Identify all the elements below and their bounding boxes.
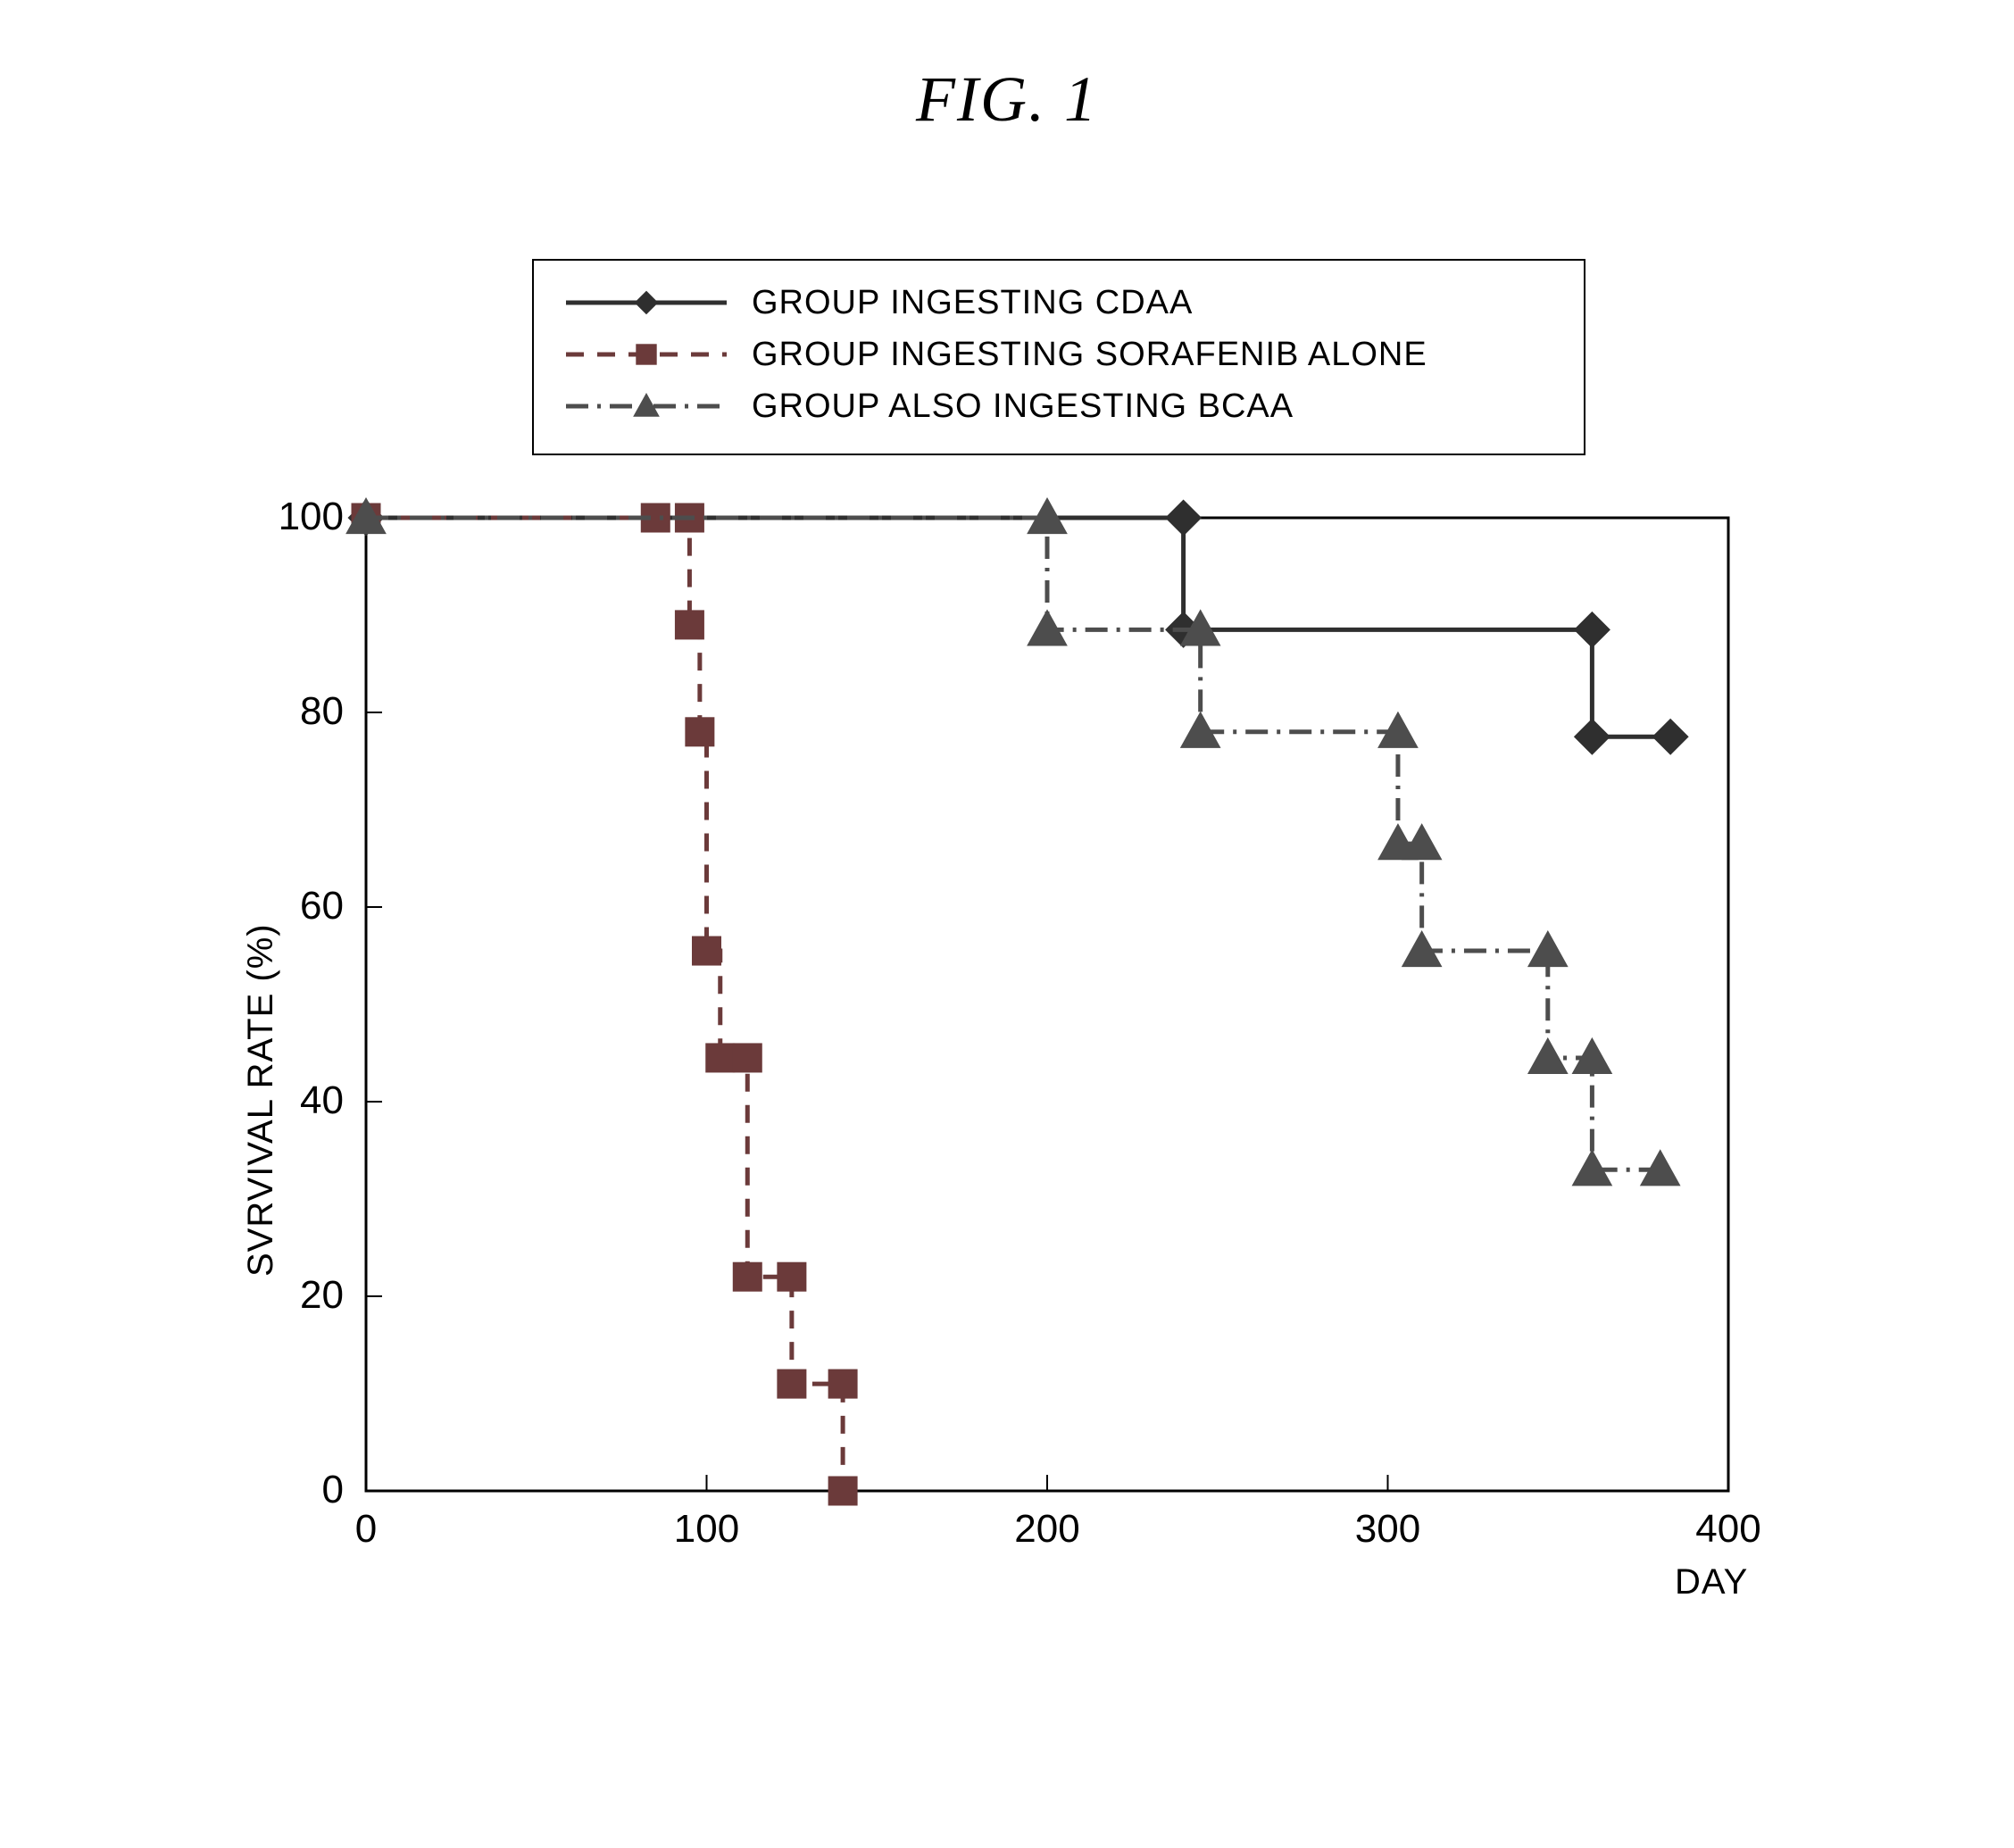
legend-swatch-svg xyxy=(566,337,727,372)
legend-swatch xyxy=(566,388,727,424)
y-tick-label: 0 xyxy=(214,1468,344,1512)
x-tick-label: 400 xyxy=(1675,1507,1782,1552)
y-tick-label: 60 xyxy=(214,884,344,928)
y-tick-label: 20 xyxy=(214,1273,344,1318)
y-tick-label: 100 xyxy=(214,495,344,539)
figure-page: FIG. 1 GROUP INGESTING CDAAGROUP INGESTI… xyxy=(0,0,2014,1848)
legend-item: GROUP ALSO INGESTING BCAA xyxy=(566,380,1552,432)
x-axis-label: DAY xyxy=(1675,1562,1748,1602)
legend-label: GROUP INGESTING SORAFENIB ALONE xyxy=(752,336,1427,374)
y-tick-label: 80 xyxy=(214,689,344,734)
x-tick-label: 200 xyxy=(994,1507,1101,1552)
figure-title: FIG. 1 xyxy=(0,62,2014,137)
legend-item: GROUP INGESTING SORAFENIB ALONE xyxy=(566,329,1552,380)
y-tick-label: 40 xyxy=(214,1078,344,1123)
legend-swatch xyxy=(566,337,727,372)
legend-swatch xyxy=(566,285,727,320)
survival-chart xyxy=(214,491,1818,1643)
legend-label: GROUP INGESTING CDAA xyxy=(752,284,1193,322)
x-tick-label: 100 xyxy=(653,1507,761,1552)
legend-swatch-svg xyxy=(566,285,727,320)
legend-label: GROUP ALSO INGESTING BCAA xyxy=(752,387,1294,426)
legend-item: GROUP INGESTING CDAA xyxy=(566,277,1552,329)
legend-box: GROUP INGESTING CDAA GROUP INGESTING SORA… xyxy=(532,259,1585,455)
chart-area: SVRVIVAL RATE (%) DAY 020406080100010020… xyxy=(214,491,1818,1643)
legend-swatch-svg xyxy=(566,388,727,424)
x-tick-label: 300 xyxy=(1335,1507,1442,1552)
x-tick-label: 0 xyxy=(312,1507,420,1552)
